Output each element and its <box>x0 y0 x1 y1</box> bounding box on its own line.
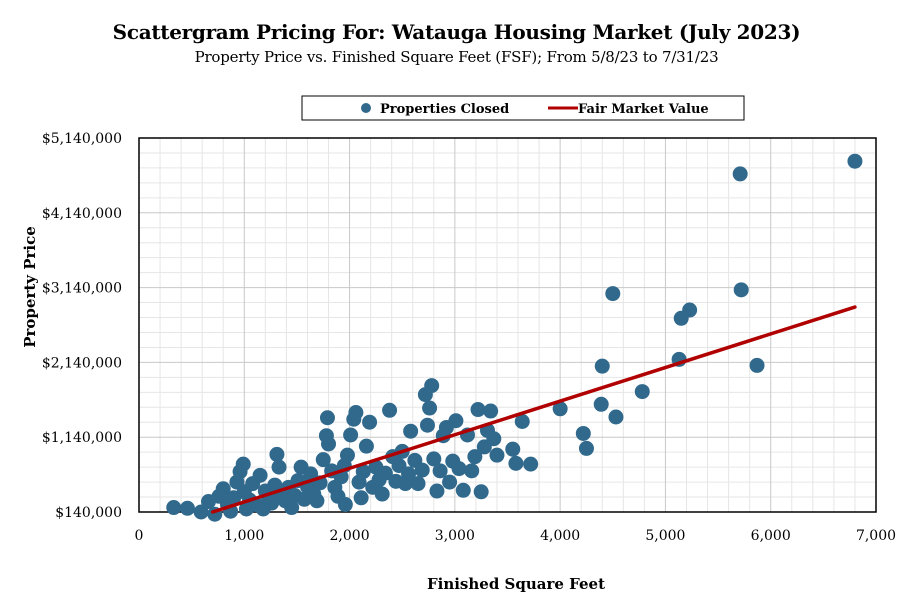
data-point <box>271 459 287 475</box>
x-tick-label: 3,000 <box>435 528 475 544</box>
data-point <box>473 484 489 500</box>
x-axis-title: Finished Square Feet <box>427 575 605 593</box>
data-point <box>608 409 624 425</box>
data-point <box>252 467 268 483</box>
data-point <box>605 286 621 302</box>
data-point <box>401 466 417 482</box>
data-point <box>264 495 280 511</box>
data-point <box>382 402 398 418</box>
data-point <box>483 403 499 419</box>
y-tick-label: $1,140,000 <box>42 430 122 446</box>
chart-title: Scattergram Pricing For: Watauga Housing… <box>112 20 801 44</box>
data-point <box>339 447 355 463</box>
chart-subtitle: Property Price vs. Finished Square Feet … <box>194 48 719 66</box>
data-point <box>593 396 609 412</box>
x-tick-label: 7,000 <box>856 528 896 544</box>
data-point <box>552 401 568 417</box>
x-tick-label: 6,000 <box>751 528 791 544</box>
data-point <box>269 446 285 462</box>
data-point <box>355 464 371 480</box>
data-point <box>337 497 353 513</box>
data-point <box>682 302 698 318</box>
data-point <box>321 436 337 452</box>
data-point <box>374 486 390 502</box>
data-point <box>451 461 467 477</box>
data-point <box>362 414 378 430</box>
data-point <box>410 476 426 492</box>
data-point <box>284 500 300 516</box>
data-point <box>343 427 359 443</box>
data-point <box>733 282 749 298</box>
data-point <box>594 358 610 374</box>
y-tick-label: $3,140,000 <box>42 281 122 297</box>
data-point <box>514 413 530 429</box>
data-point <box>448 413 464 429</box>
y-tick-label: $140,000 <box>55 505 122 521</box>
data-point <box>505 441 521 457</box>
legend-box <box>301 95 745 121</box>
data-point <box>424 378 440 394</box>
x-tick-label: 2,000 <box>330 528 370 544</box>
data-point <box>166 500 182 516</box>
legend: Properties Closed Fair Market Value <box>301 95 745 121</box>
data-point <box>235 456 251 472</box>
x-tick-label: 4,000 <box>540 528 580 544</box>
data-point <box>575 425 591 441</box>
data-point <box>353 490 369 506</box>
data-point <box>315 452 331 468</box>
y-tick-label: $2,140,000 <box>42 355 122 371</box>
data-point <box>847 153 863 169</box>
data-point <box>309 493 325 509</box>
data-point <box>470 402 486 418</box>
data-point <box>523 456 539 472</box>
plot-area: 0 1,000 2,000 3,000 4,000 5,000 6,000 7,000 $140… <box>42 131 896 544</box>
fair-market-value-line <box>210 305 857 514</box>
data-point <box>179 500 195 516</box>
data-point <box>319 410 335 426</box>
legend-marker-properties-closed <box>361 103 371 113</box>
data-point <box>634 384 650 400</box>
data-point <box>419 417 435 433</box>
data-point <box>732 166 748 182</box>
plot-border <box>138 137 877 513</box>
data-point <box>429 483 445 499</box>
y-tick-label: $5,140,000 <box>42 131 122 147</box>
data-point <box>193 504 209 520</box>
y-tick-label: $4,140,000 <box>42 206 122 222</box>
x-tick-label: 5,000 <box>645 528 685 544</box>
data-point <box>403 423 419 439</box>
y-axis-title: Property Price <box>21 226 39 348</box>
data-point <box>578 440 594 456</box>
data-point <box>467 449 483 465</box>
data-point <box>422 400 438 416</box>
data-point <box>426 451 442 467</box>
data-point <box>432 463 448 479</box>
data-point <box>489 447 505 463</box>
data-point <box>348 405 364 421</box>
x-tick-label: 0 <box>135 528 144 544</box>
legend-label-properties-closed: Properties Closed <box>380 102 509 117</box>
data-point <box>464 463 480 479</box>
legend-label-fair-market-value: Fair Market Value <box>578 102 709 117</box>
data-point <box>303 466 319 482</box>
data-point <box>377 465 393 481</box>
x-tick-label: 1,000 <box>224 528 264 544</box>
data-point <box>508 455 524 471</box>
data-point <box>442 474 458 490</box>
data-point <box>486 431 502 447</box>
data-point <box>414 462 430 478</box>
data-point <box>358 438 374 454</box>
data-point <box>749 357 765 373</box>
data-point <box>455 482 471 498</box>
data-point <box>215 481 231 497</box>
plot-background <box>139 138 876 512</box>
